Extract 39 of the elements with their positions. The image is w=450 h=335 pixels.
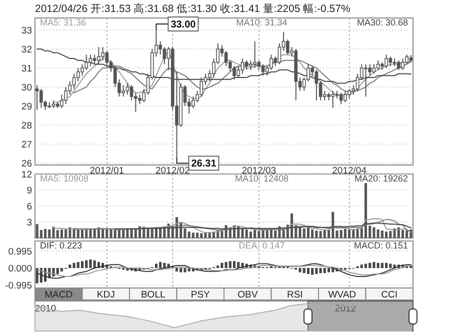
y-tick-label: 33 [21,25,32,36]
y-tick-label: 27 [21,140,32,151]
y-tick-label: 0.000 [8,264,32,275]
text: PSY [190,290,211,300]
y-tick-label: 31 [21,64,32,75]
x-tick-label: 2012/04 [332,166,366,176]
annotation: 33.00 [170,19,196,30]
text: MA10: 31.34 [236,18,288,28]
text: MA30: 30.68 [356,18,408,28]
y-tick-label: 9 [26,186,32,196]
y-tick-label: -0.995 [5,280,32,292]
y-tick-label: 29 [21,102,32,113]
text: MA10: 12408 [235,174,289,184]
text: DIF: 0.223 [40,240,82,250]
y-tick-label: 32 [21,44,32,56]
text: MACD [44,290,73,300]
text: MA20: 19262 [354,174,408,184]
text: CCI [381,290,398,300]
text: KDJ [96,290,116,300]
text: BOLL [140,290,166,300]
y-tick-label: 26 [21,158,32,170]
x-tick-label: 2012/03 [242,166,276,176]
text: MA5: 10908 [40,174,89,184]
text: OBV [238,290,258,300]
series-label: DEA: 0.147 [238,240,285,250]
y-tick-label: 3 [26,218,32,228]
y-tick-label: 28 [21,120,32,132]
chart-title: 2012/04/26 开:31.53 高:31.68 低:31.30 收:31.41 量:2205 幅:-0.57% [35,2,350,15]
x-tick-label: 2012/01 [90,166,124,176]
y-tick-label: 12 [21,170,32,180]
text: WVAD [328,290,356,300]
x-tick-label: 2012/02 [155,166,190,176]
annotation: 26.31 [191,158,217,170]
text: MA5: 31.36 [40,18,86,28]
y-tick-label: 0.995 [8,246,32,258]
text: RSI [286,290,303,300]
series-label: MACD: 0.151 [354,240,408,250]
y-tick-label: 30 [21,82,32,94]
y-tick-label: 6 [26,202,32,212]
